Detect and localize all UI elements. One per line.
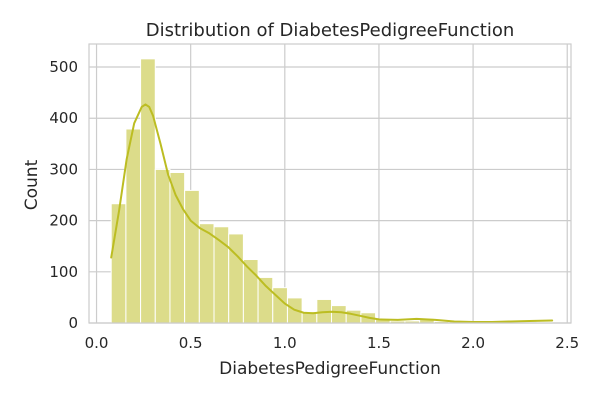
histogram-bar: [198, 223, 215, 324]
y-tick-label: 500: [49, 58, 78, 76]
plot-frame: [88, 43, 572, 324]
histogram-bar: [140, 58, 156, 324]
y-tick-label: 400: [49, 109, 78, 127]
histogram-bar: [154, 168, 171, 324]
y-tick-labels: 0 100 200 300 400 500: [49, 58, 78, 332]
histogram-bar: [184, 189, 200, 324]
x-tick-label: 0.5: [179, 334, 203, 352]
chart-title: Distribution of DiabetesPedigreeFunction: [146, 20, 515, 41]
y-tick-label: 200: [49, 212, 78, 230]
x-tick-label: 1.0: [273, 334, 297, 352]
kde-curve: [110, 103, 554, 323]
x-tick-label: 0.0: [85, 334, 109, 352]
histogram-bar: [272, 287, 288, 324]
histogram-bar: [169, 171, 186, 324]
histogram-bar: [110, 203, 127, 324]
x-axis-label: DiabetesPedigreeFunction: [219, 359, 441, 379]
histogram-bar: [331, 305, 347, 324]
histogram-bar: [228, 233, 244, 324]
histogram-bar: [345, 309, 362, 324]
x-tick-label: 2.0: [461, 334, 485, 352]
bars-layer: [110, 58, 553, 324]
x-tick-label: 1.5: [367, 334, 391, 352]
y-tick-label: 300: [49, 160, 78, 178]
x-tick-labels: 0.0 0.5 1.0 1.5 2.0 2.5: [85, 334, 580, 352]
x-tick-label: 2.5: [555, 334, 579, 352]
y-axis-label: Count: [22, 159, 42, 210]
y-tick-label: 0: [68, 314, 78, 332]
histogram-bar: [125, 128, 142, 324]
kde-layer: [110, 103, 554, 323]
y-tick-label: 100: [49, 263, 78, 281]
